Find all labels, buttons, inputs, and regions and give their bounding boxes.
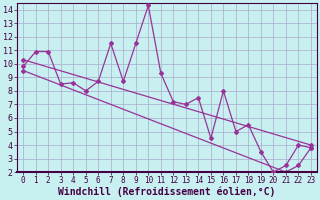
X-axis label: Windchill (Refroidissement éolien,°C): Windchill (Refroidissement éolien,°C)	[58, 187, 276, 197]
